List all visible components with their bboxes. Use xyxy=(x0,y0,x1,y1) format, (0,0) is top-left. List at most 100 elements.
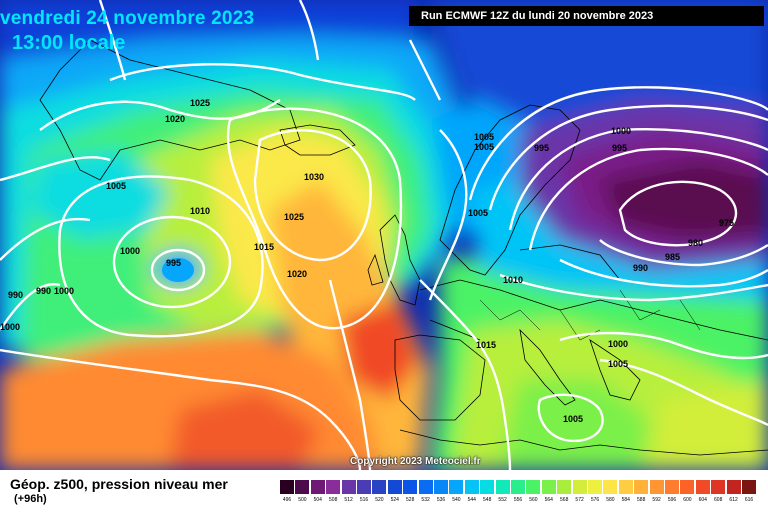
isobar-label: 1005 xyxy=(468,208,488,218)
legend-value: 500 xyxy=(298,497,307,503)
legend-value: 536 xyxy=(436,497,446,503)
legend-swatch xyxy=(649,480,664,494)
isobar-label: 990 xyxy=(633,263,648,273)
legend-value: 608 xyxy=(714,497,723,503)
isobar-label: 1015 xyxy=(476,340,496,350)
legend-swatch xyxy=(665,480,679,494)
legend-swatch xyxy=(480,480,495,494)
isobar-label: 1000 xyxy=(120,246,140,256)
legend-swatch xyxy=(618,480,633,494)
legend-swatch xyxy=(526,480,541,494)
legend-swatch xyxy=(449,480,464,494)
legend-swatch xyxy=(310,480,325,494)
isobar-label: 990 xyxy=(36,286,51,296)
legend-value: 616 xyxy=(744,497,754,503)
legend-value: 532 xyxy=(421,497,430,503)
low-pressure-core xyxy=(162,258,194,282)
legend-value: 588 xyxy=(637,497,646,503)
legend-swatch xyxy=(280,480,294,494)
legend-value: 504 xyxy=(313,497,322,503)
map-title: Géop. z500, pression niveau mer xyxy=(10,476,228,492)
isobar-label: 980 xyxy=(688,238,703,248)
isobar-label: 1005 xyxy=(474,132,494,142)
legend-value: 544 xyxy=(467,497,476,503)
legend-value: 548 xyxy=(483,497,492,503)
isobar-label: 995 xyxy=(612,143,627,153)
isobar-labels: 1025 1020 1005 1010 1000 995 990 990 100… xyxy=(0,98,734,424)
model-run-label: Run ECMWF 12Z du lundi 20 novembre 2023 xyxy=(409,6,764,26)
isobar-label: 1000 xyxy=(611,126,631,136)
legend-value: 592 xyxy=(652,497,661,503)
legend-value: 584 xyxy=(621,497,630,503)
isobar-label: 990 xyxy=(8,290,23,300)
isobar-label: 995 xyxy=(166,258,181,268)
isobar-label: 1005 xyxy=(106,181,126,191)
isobar-label: 1005 xyxy=(608,359,628,369)
legend-value: 572 xyxy=(575,497,584,503)
forecast-time: 13:00 locale xyxy=(12,32,126,54)
legend-swatch xyxy=(742,480,756,494)
color-legend: 496 500 504 508 512 516 520 524 528 532 536 540 544 5… xyxy=(280,480,760,510)
legend-swatch xyxy=(680,480,695,494)
forecast-map: 1025 1020 1005 1010 1000 995 990 990 100… xyxy=(0,0,768,470)
legend-value: 576 xyxy=(590,497,600,503)
legend-swatch xyxy=(357,480,371,494)
legend-value: 600 xyxy=(683,497,692,503)
legend-value: 516 xyxy=(359,497,369,503)
legend-value: 496 xyxy=(282,497,292,503)
legend-value: 512 xyxy=(344,497,353,503)
isobar-label: 1025 xyxy=(190,98,210,108)
legend-value: 612 xyxy=(729,497,738,503)
legend-swatch xyxy=(511,480,525,494)
isobar-label: 1020 xyxy=(165,114,185,124)
map-footer: Géop. z500, pression niveau mer (+96h) 4… xyxy=(0,470,768,512)
legend-value: 524 xyxy=(390,497,399,503)
legend-swatch xyxy=(603,480,618,494)
legend-swatch xyxy=(541,480,556,494)
coastlines xyxy=(39,39,768,456)
isobar-label: 1025 xyxy=(284,212,304,222)
isobar-label: 1030 xyxy=(304,172,324,182)
isobar-label: 1015 xyxy=(254,242,274,252)
legend-swatch xyxy=(572,480,587,494)
isobar-label: 1010 xyxy=(503,275,523,285)
isobars xyxy=(0,0,768,470)
isobar-label: 1010 xyxy=(190,206,210,216)
legend-swatch xyxy=(495,480,510,494)
copyright-notice: Copyright 2023 Meteociel.fr xyxy=(350,456,481,467)
legend-swatch xyxy=(418,480,433,494)
legend-swatch xyxy=(341,480,356,494)
legend-swatch xyxy=(695,480,710,494)
legend-swatch xyxy=(726,480,741,494)
legend-swatch xyxy=(403,480,418,494)
isobar-label: 1000 xyxy=(54,286,74,296)
isobar-label: 1000 xyxy=(608,339,628,349)
legend-value: 552 xyxy=(498,497,507,503)
legend-value: 508 xyxy=(329,497,338,503)
isobar-label: 1005 xyxy=(563,414,583,424)
forecast-date: vendredi 24 novembre 2023 xyxy=(0,8,255,29)
forecast-offset: (+96h) xyxy=(14,493,47,505)
legend-value: 528 xyxy=(406,497,415,503)
legend-value: 604 xyxy=(698,497,707,503)
legend-swatch xyxy=(711,480,726,494)
legend-value: 596 xyxy=(667,497,677,503)
legend-swatch xyxy=(434,480,448,494)
isobar-label: 1005 xyxy=(474,142,494,152)
isobar-label: 1000 xyxy=(0,322,20,332)
isobar-label: 995 xyxy=(534,143,549,153)
legend-swatch xyxy=(634,480,649,494)
isobar-label: 985 xyxy=(665,252,680,262)
isobar-label: 975 xyxy=(719,218,734,228)
isobar-label: 1020 xyxy=(287,269,307,279)
legend-value: 568 xyxy=(560,497,569,503)
legend-swatch xyxy=(326,480,341,494)
legend-value: 540 xyxy=(452,497,461,503)
legend-value: 520 xyxy=(375,497,384,503)
legend-value: 580 xyxy=(606,497,615,503)
geopotential-field xyxy=(0,0,768,470)
legend-swatch xyxy=(372,480,387,494)
legend-swatch xyxy=(464,480,479,494)
legend-swatch xyxy=(295,480,310,494)
